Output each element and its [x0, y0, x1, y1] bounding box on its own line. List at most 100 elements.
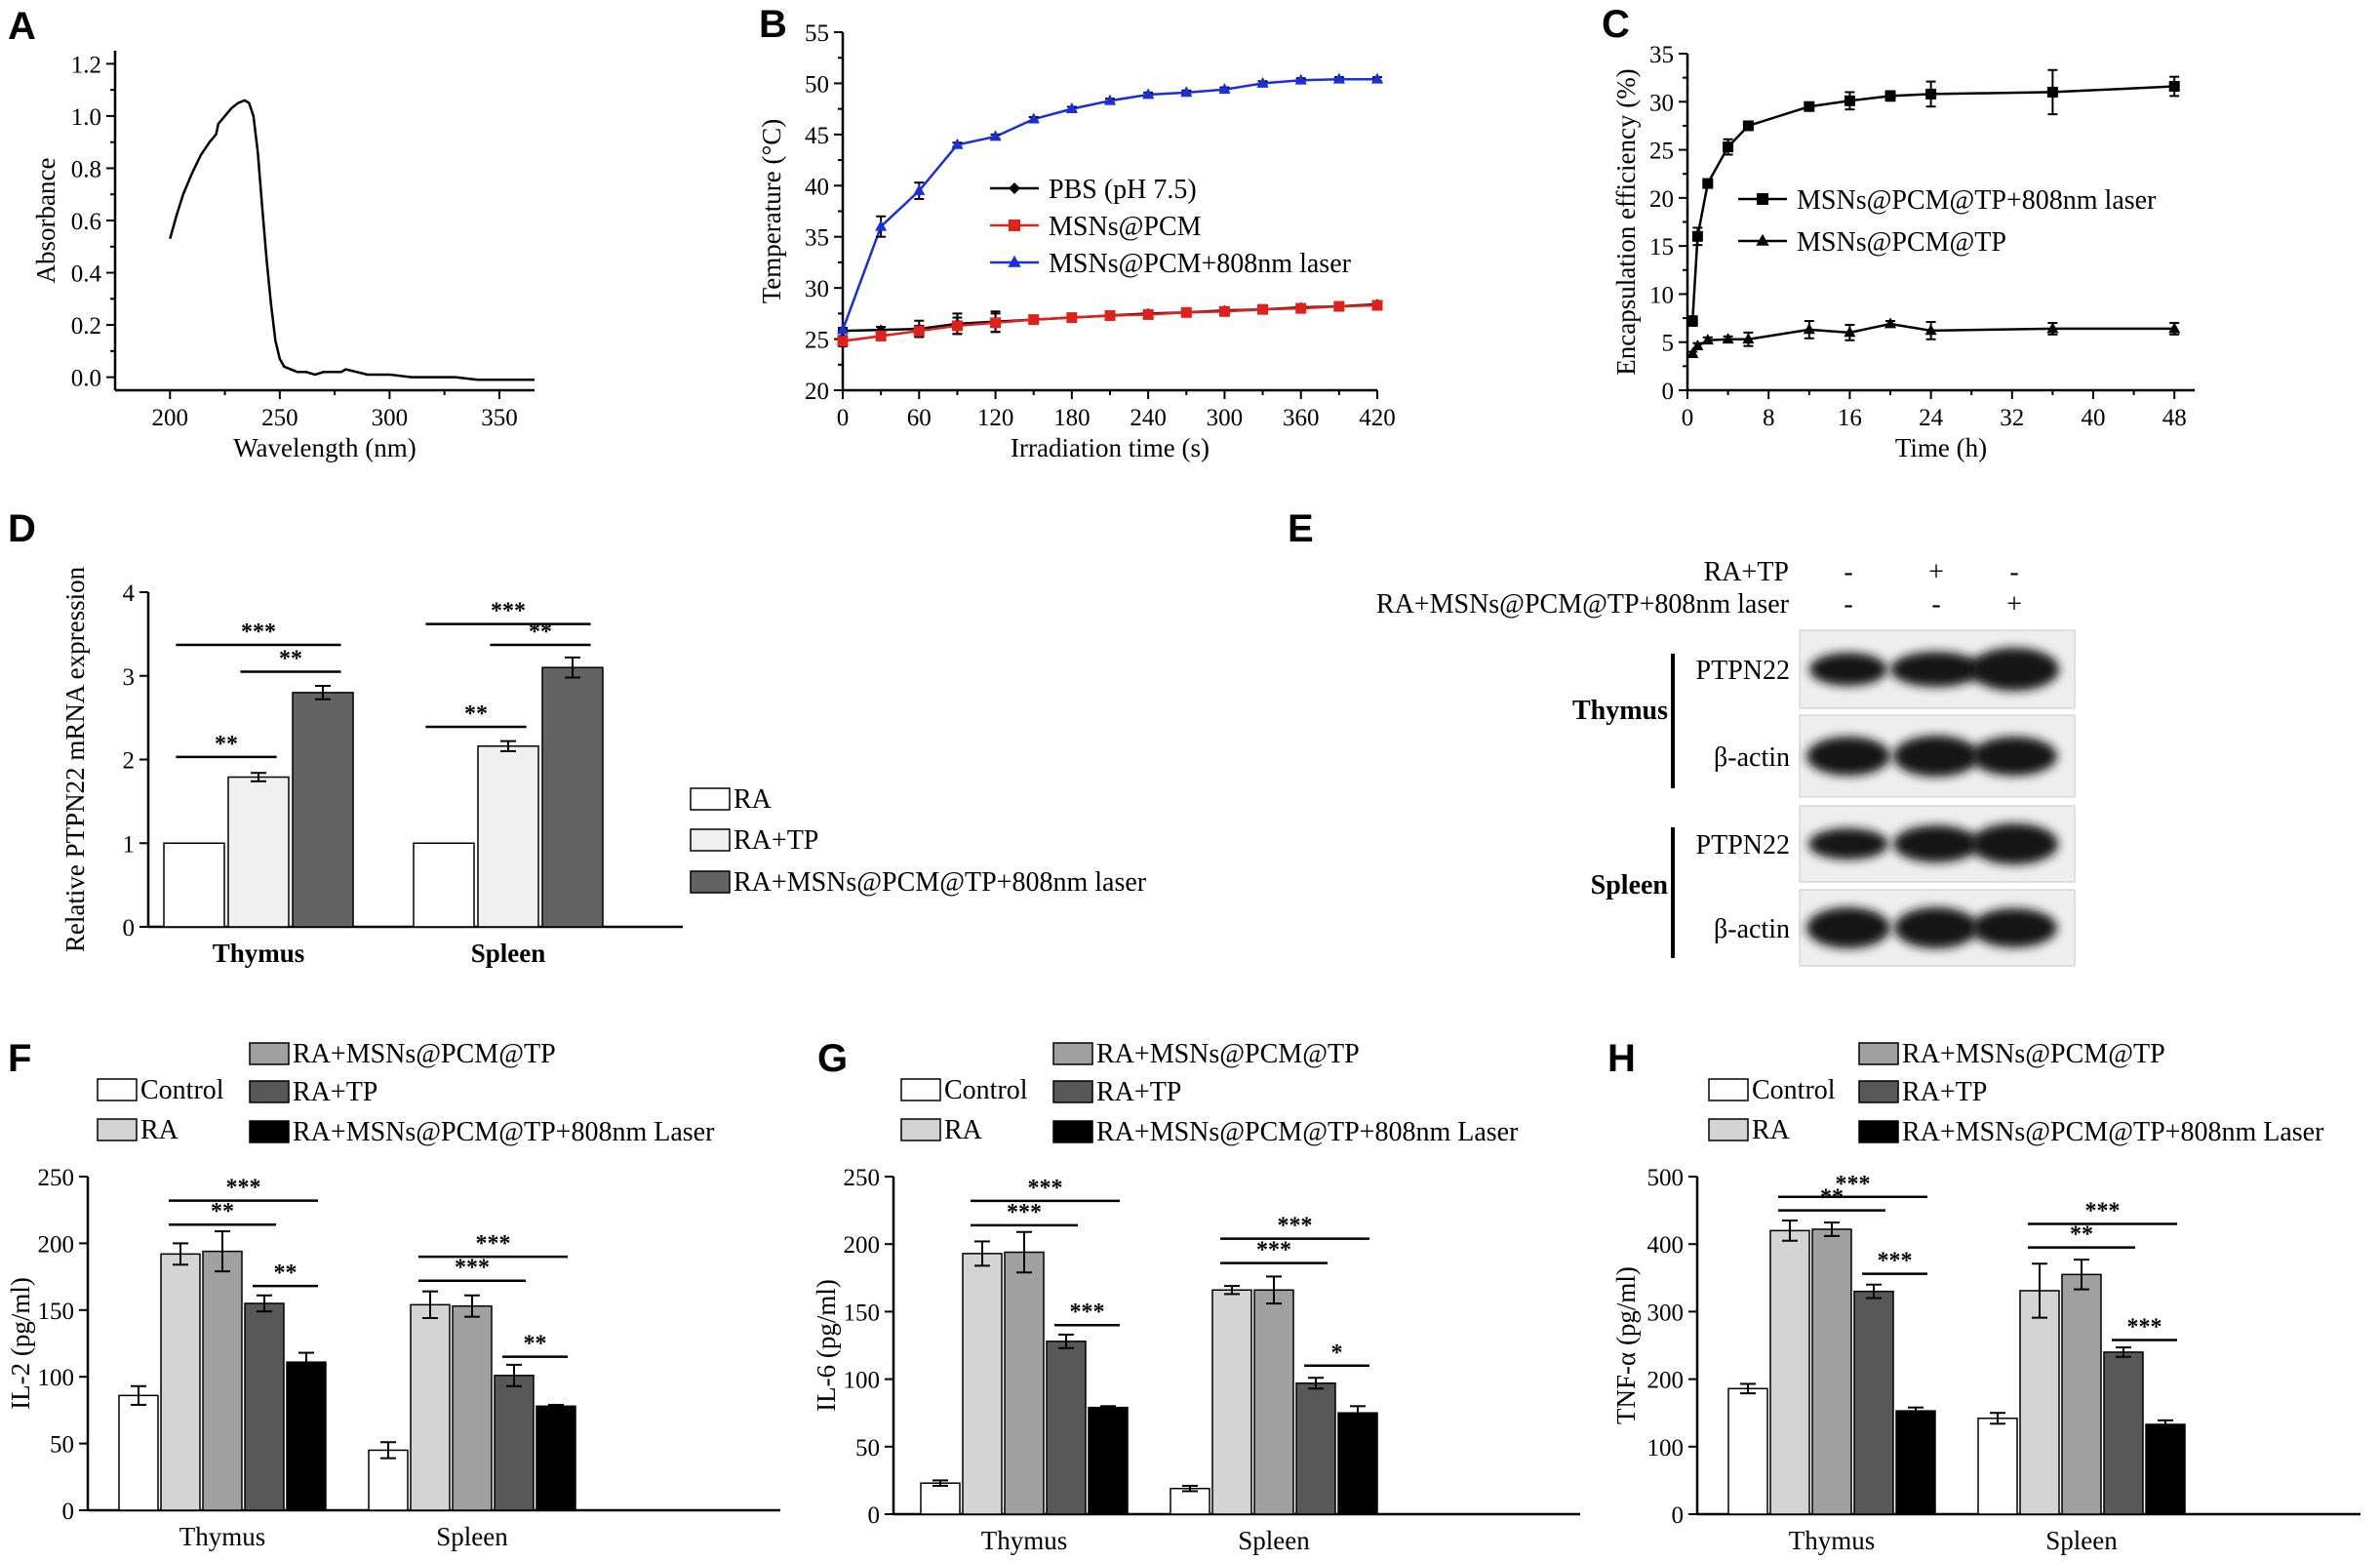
- error-bar: [1308, 1377, 1324, 1390]
- legend-entry: RA+TP: [1052, 1077, 1181, 1107]
- y-tick-label: 200: [38, 1231, 75, 1258]
- y-tick-label: 35: [1649, 42, 1674, 68]
- panel-d: 0 1 2 3 4 Relative PTPN22 mRNA expression D Thy…: [8, 507, 1147, 968]
- y-axis-label: Relative PTPN22 mRNA expression: [60, 566, 90, 952]
- significance-bracket: ***: [2112, 1314, 2177, 1341]
- y-tick-label: 0: [1672, 1502, 1685, 1529]
- error-bar: [1350, 1405, 1366, 1421]
- bar: [118, 1394, 159, 1511]
- protein-band: [1894, 907, 1978, 948]
- data-point: [1218, 305, 1230, 317]
- panel-label: B: [759, 3, 787, 46]
- legend-swatch: [900, 1118, 941, 1141]
- data-point: [1804, 100, 1815, 112]
- y-tick-label: 1.0: [71, 104, 101, 131]
- y-tick-label: 0.8: [71, 156, 101, 182]
- y-axis-label: TNF-α (pg/ml): [1611, 1266, 1641, 1424]
- data-point: [2168, 322, 2181, 334]
- y-tick-label: 0: [62, 1499, 75, 1525]
- bar: [1004, 1251, 1045, 1515]
- y-tick-label: 1.2: [71, 52, 101, 78]
- absorbance-line: [169, 99, 535, 381]
- y-tick-label: 100: [1647, 1435, 1685, 1461]
- series-2: [1004, 1230, 1294, 1515]
- legend-entry: MSNs@PCM@TP: [1738, 227, 2006, 258]
- series-4: [286, 1351, 576, 1511]
- legend-label: Control: [140, 1075, 224, 1105]
- category-label: Thymus: [179, 1522, 266, 1551]
- error-bar: [1782, 1219, 1798, 1242]
- protein-label: PTPN22: [1696, 656, 1790, 686]
- bar: [1337, 1412, 1378, 1515]
- legend-label: RA+MSNs@PCM@TP: [1902, 1039, 2165, 1069]
- y-tick-label: 35: [805, 225, 829, 252]
- protein-band: [1970, 823, 2058, 864]
- y-tick-label: 50: [50, 1432, 74, 1459]
- panel-label: D: [8, 507, 36, 550]
- data-point: [1257, 303, 1269, 315]
- legend-entry: Control: [900, 1075, 1028, 1105]
- bar: [477, 745, 539, 928]
- legend-entry: RA+MSNs@PCM@TP+808nm Laser: [1052, 1117, 1519, 1147]
- data-point: [837, 336, 849, 347]
- category-label: Spleen: [1238, 1526, 1310, 1555]
- error-bar: [1058, 1333, 1074, 1349]
- significance-bracket: ***: [418, 1231, 568, 1259]
- y-axis-label: IL-6 (pg/ml): [812, 1279, 841, 1412]
- series-3: [1046, 1333, 1336, 1515]
- legend-swatch: [1858, 1120, 1899, 1143]
- legend-entry: RA+TP: [1858, 1077, 1987, 1107]
- error-bar: [2032, 1262, 2047, 1319]
- y-tick-label: 45: [805, 123, 829, 149]
- legend-label: RA: [734, 784, 773, 815]
- significance-bracket: ***: [169, 1176, 318, 1202]
- significance-bracket: ***: [2028, 1198, 2177, 1225]
- legend-entry: RA+TP: [690, 825, 818, 856]
- error-bar: [131, 1384, 146, 1406]
- data-point: [1691, 230, 1703, 242]
- legend-entry: RA: [1708, 1115, 1791, 1145]
- bar: [1295, 1382, 1336, 1515]
- series-1: [837, 300, 1383, 347]
- y-tick-label: 30: [1649, 90, 1674, 116]
- significance-label: ***: [1256, 1238, 1291, 1263]
- legend-label: RA+MSNs@PCM@TP: [1096, 1039, 1360, 1069]
- significance-bracket: ***: [1778, 1172, 1927, 1199]
- y-tick-label: 150: [844, 1300, 881, 1326]
- x-tick-label: 350: [481, 405, 518, 431]
- data-point: [1027, 112, 1040, 124]
- bar: [160, 1253, 201, 1511]
- data-point: [1722, 333, 1734, 344]
- significance-bracket: **: [169, 1199, 276, 1226]
- error-bar: [257, 1294, 272, 1313]
- series-2: [1811, 1221, 2102, 1515]
- data-point: [913, 183, 926, 195]
- error-bar: [251, 772, 266, 782]
- significance-label: **: [524, 1332, 547, 1357]
- series-4: [1895, 1406, 2186, 1515]
- series-1: [160, 1242, 451, 1511]
- bar: [541, 666, 604, 928]
- data-point: [1371, 300, 1383, 311]
- y-tick-label: 50: [805, 71, 829, 98]
- data-point: [1142, 88, 1155, 100]
- data-point: [1844, 326, 1856, 338]
- data-point: [1295, 302, 1307, 314]
- data-point: [1924, 324, 1937, 336]
- legend-entry: RA: [900, 1115, 983, 1145]
- legend-entry: RA: [97, 1115, 179, 1145]
- legend-swatch: [1708, 1118, 1749, 1141]
- y-tick-label: 50: [855, 1435, 880, 1461]
- x-tick-label: 0: [1682, 405, 1694, 431]
- data-point: [875, 330, 887, 341]
- y-tick-label: 0: [868, 1502, 881, 1529]
- panel-label: E: [1288, 507, 1314, 550]
- y-tick-label: 0.4: [71, 261, 102, 288]
- legend-swatch: [97, 1078, 138, 1101]
- legend-swatch: [97, 1118, 138, 1141]
- error-bar: [932, 1479, 948, 1487]
- bar: [1811, 1228, 1852, 1515]
- error-bar: [422, 1290, 438, 1320]
- legend-label: RA+TP: [1902, 1077, 1987, 1107]
